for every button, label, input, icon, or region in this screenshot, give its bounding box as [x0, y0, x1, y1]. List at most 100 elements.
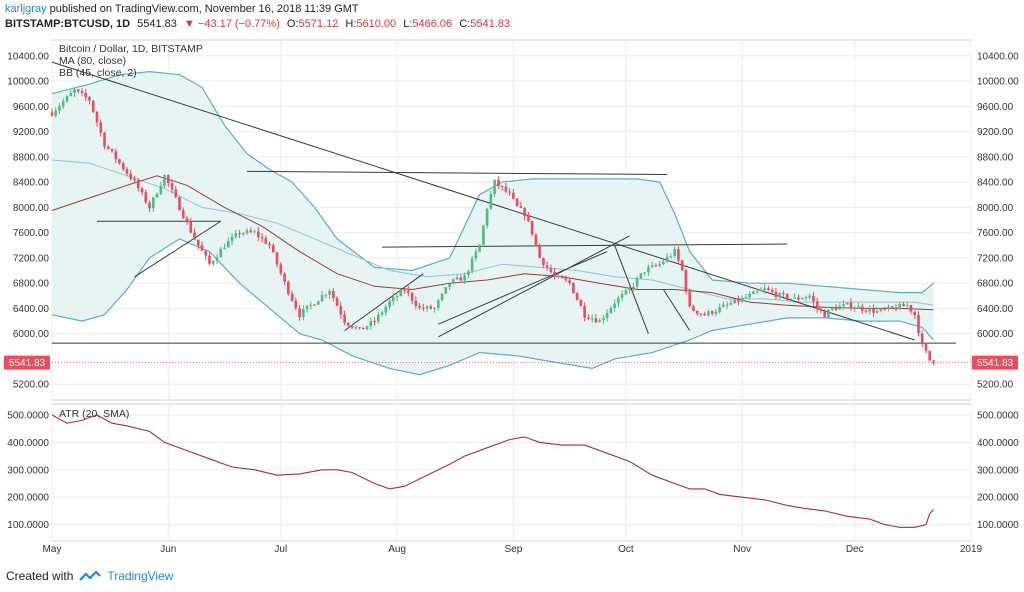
candle-body	[152, 197, 155, 209]
y-tick-label-right: 6800.00	[977, 279, 1014, 290]
candle-body	[332, 290, 335, 298]
candle-body	[294, 300, 298, 309]
y-tick-label-left: 6400.00	[13, 304, 50, 315]
created-with-text: Created with	[6, 569, 74, 583]
candle-body	[320, 295, 324, 302]
tradingview-logo-icon[interactable]	[79, 570, 102, 582]
y-tick-label-right: 5200.00	[977, 380, 1014, 391]
candle-body	[624, 290, 628, 294]
candle-body	[797, 297, 800, 300]
candle-body	[894, 307, 898, 310]
candle-body	[770, 290, 774, 292]
candle-body	[155, 194, 159, 198]
candles	[50, 87, 935, 365]
candle-body	[853, 308, 856, 310]
candle-body	[230, 236, 234, 242]
trendline	[344, 273, 424, 331]
candle-body	[838, 306, 841, 310]
chart-canvas[interactable]: May Jun Jul Aug Sep Oct Nov Dec 2019 10400.00 1040…	[0, 36, 1024, 566]
candle-body	[684, 270, 688, 292]
candle-body	[215, 257, 219, 262]
candle-body	[140, 188, 144, 193]
candle-body	[272, 245, 275, 253]
candle-body	[864, 310, 868, 312]
candle-body	[572, 282, 575, 294]
candle-body	[654, 265, 658, 267]
candle-body	[617, 297, 620, 304]
candle-body	[245, 230, 249, 234]
candle-body	[643, 272, 646, 274]
candle-body	[268, 243, 271, 246]
atr-pane-bg	[51, 403, 972, 542]
candle-body	[275, 252, 279, 265]
candle-body	[845, 302, 849, 305]
candle-body	[575, 293, 579, 300]
candle-body	[879, 308, 883, 311]
candle-body	[380, 312, 384, 315]
candle-body	[677, 249, 680, 261]
candle-body	[129, 173, 133, 179]
y-tick-label-right: 6000.00	[977, 329, 1014, 340]
candle-body	[54, 110, 57, 116]
candle-body	[174, 189, 178, 198]
candle-body	[872, 308, 875, 313]
candle-body	[695, 310, 699, 314]
last-price: 5541.83	[137, 18, 177, 30]
candle-body	[122, 163, 125, 170]
atr-y-tick-right: 500.0000	[977, 410, 1019, 421]
candle-body	[384, 306, 388, 313]
trendline	[382, 243, 788, 248]
candle-body	[497, 179, 500, 186]
candle-body	[703, 313, 706, 316]
candle-body	[928, 350, 931, 361]
candle-body	[369, 321, 373, 327]
y-tick-label-left: 6800.00	[13, 279, 50, 290]
candle-body	[407, 290, 410, 293]
candle-body	[178, 197, 181, 211]
candle-body	[118, 159, 121, 164]
candle-body	[605, 313, 609, 319]
y-tick-label-left: 8000.00	[13, 203, 50, 214]
candle-body	[159, 186, 163, 194]
candle-body	[182, 210, 185, 219]
y-tick-label-right: 10400.00	[977, 51, 1019, 62]
atr-pane[interactable]	[51, 403, 972, 542]
candle-body	[399, 289, 403, 297]
y-tick-label-left: 10400.00	[7, 51, 49, 62]
tradingview-brand[interactable]: TradingView	[107, 569, 174, 583]
candle-body	[500, 185, 504, 187]
atr-y-tick-left: 100.0000	[7, 520, 49, 531]
candle-body	[512, 192, 515, 199]
candle-body	[722, 304, 725, 307]
high-value: 5610.00	[356, 18, 397, 30]
chart-header: karljgray published on TradingView.com, …	[5, 2, 510, 32]
candle-body	[433, 307, 436, 309]
candle-body	[193, 232, 196, 240]
candle-body	[448, 283, 451, 287]
candle-body	[834, 307, 838, 310]
candle-body	[890, 306, 894, 308]
author-link[interactable]: karljgray	[5, 3, 47, 15]
candle-body	[444, 287, 448, 294]
candle-body	[388, 301, 391, 307]
bb-basis-line	[51, 159, 934, 306]
candle-body	[91, 100, 95, 112]
candle-body	[234, 233, 238, 237]
candle-body	[440, 293, 444, 301]
x-tick-label: Sep	[504, 544, 522, 555]
candle-body	[392, 296, 395, 302]
candle-body	[508, 191, 511, 193]
candle-body	[343, 314, 346, 323]
candle-body	[88, 97, 91, 101]
candle-body	[189, 221, 193, 233]
candle-body	[744, 297, 748, 299]
indicator-label: BB (45, close, 2)	[59, 67, 137, 79]
y-tick-label-right: 6400.00	[977, 304, 1014, 315]
candle-body	[279, 264, 283, 274]
y-tick-label-right: 8400.00	[977, 178, 1014, 189]
candle-body	[669, 256, 673, 258]
candle-body	[680, 260, 684, 271]
candle-body	[650, 265, 654, 268]
candle-body	[632, 286, 635, 289]
candle-body	[437, 300, 440, 308]
